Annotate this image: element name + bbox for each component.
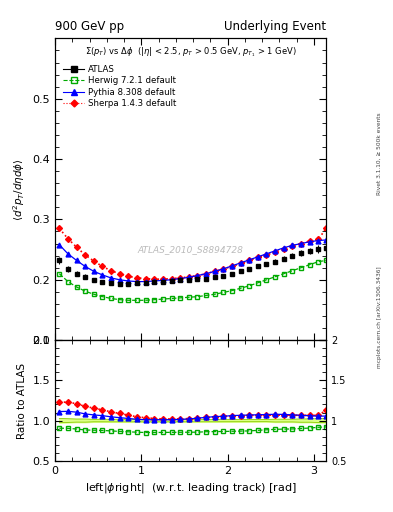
Text: Rivet 3.1.10, ≥ 500k events: Rivet 3.1.10, ≥ 500k events — [377, 112, 382, 195]
Y-axis label: Ratio to ATLAS: Ratio to ATLAS — [17, 362, 27, 438]
Text: 900 GeV pp: 900 GeV pp — [55, 20, 124, 33]
Y-axis label: $\langle d^2 p_T/d\eta d\phi \rangle$: $\langle d^2 p_T/d\eta d\phi \rangle$ — [11, 158, 27, 221]
Legend: ATLAS, Herwig 7.2.1 default, Pythia 8.308 default, Sherpa 1.4.3 default: ATLAS, Herwig 7.2.1 default, Pythia 8.30… — [59, 61, 180, 112]
Text: $\Sigma(p_T)$ vs $\Delta\phi$  ($|\eta|$ < 2.5, $p_T$ > 0.5 GeV, $p_{T_1}$ > 1 G: $\Sigma(p_T)$ vs $\Delta\phi$ ($|\eta|$ … — [85, 46, 296, 59]
Text: Underlying Event: Underlying Event — [224, 20, 326, 33]
Text: mcplots.cern.ch [arXiv:1306.3436]: mcplots.cern.ch [arXiv:1306.3436] — [377, 267, 382, 368]
X-axis label: left$|\phi$right$|$  (w.r.t. leading track) [rad]: left$|\phi$right$|$ (w.r.t. leading trac… — [85, 481, 296, 495]
Text: ATLAS_2010_S8894728: ATLAS_2010_S8894728 — [138, 245, 244, 254]
